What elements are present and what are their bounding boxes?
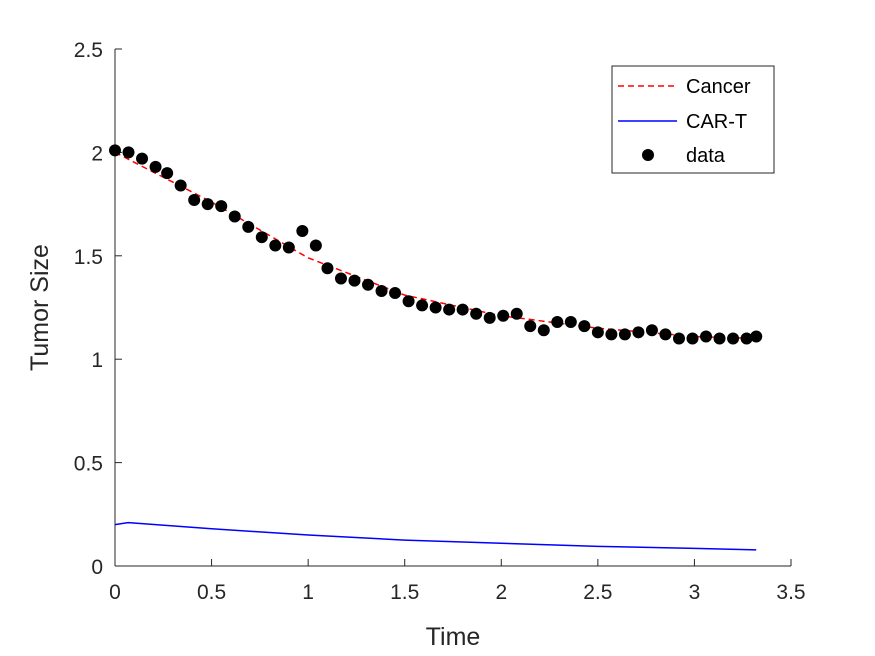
data-point	[524, 320, 537, 333]
data-point	[618, 328, 631, 341]
data-point	[578, 320, 591, 333]
data-point	[591, 326, 604, 339]
x-tick-label: 3	[689, 581, 701, 604]
data-point	[564, 315, 577, 328]
data-point	[282, 241, 295, 254]
data-point	[727, 332, 740, 345]
data-point	[686, 332, 699, 345]
legend-box	[611, 65, 775, 174]
data-point	[700, 330, 713, 343]
data-point	[109, 144, 121, 157]
data-point	[122, 146, 135, 159]
x-tick-label: 0	[109, 581, 121, 604]
data-point	[242, 220, 255, 233]
data-point	[605, 328, 618, 341]
data-point	[645, 324, 658, 337]
legend-swatch-data	[642, 149, 654, 161]
series-line-car-t	[114, 521, 757, 551]
data-point	[443, 303, 456, 316]
x-tick-label: 3.5	[776, 581, 805, 604]
legend-label-cancer: Cancer	[686, 76, 751, 98]
data-point	[510, 307, 523, 320]
data-point	[456, 303, 469, 316]
data-point	[215, 200, 228, 213]
data-point	[321, 262, 334, 275]
x-tick-label: 2.5	[583, 581, 612, 604]
legend: Cancer CAR-T data	[611, 65, 775, 174]
data-point	[269, 239, 282, 252]
tick-labels: 0 0.5 1 1.5 2 2.5 3 3.5 0 0.5 1 1.5 2 2.5	[74, 39, 806, 604]
data-point	[375, 284, 388, 297]
data-point	[429, 301, 442, 314]
data-point	[537, 324, 550, 337]
data-point	[161, 167, 174, 180]
data-point	[255, 231, 268, 244]
x-tick-label: 2	[495, 581, 507, 604]
data-point	[750, 330, 763, 343]
data-point	[201, 198, 214, 211]
data-point	[348, 274, 361, 287]
x-tick-label: 1.5	[390, 581, 419, 604]
data-point	[188, 193, 201, 206]
y-tick-label: 2.5	[74, 39, 103, 62]
data-point	[402, 295, 415, 308]
data-point	[632, 326, 645, 339]
data-point	[672, 332, 685, 345]
y-tick-label: 1.5	[74, 246, 103, 269]
data-point	[483, 311, 496, 324]
data-point	[362, 278, 375, 291]
data-point	[551, 315, 564, 328]
data-point	[713, 332, 726, 345]
axes	[114, 48, 792, 567]
data-point	[228, 210, 241, 223]
y-tick-label: 1	[91, 349, 103, 372]
data-point	[296, 224, 309, 237]
data-point	[470, 307, 483, 320]
y-tick-label: 2	[91, 142, 103, 165]
series-layer	[109, 144, 763, 551]
data-point	[389, 287, 402, 300]
data-point	[309, 239, 322, 252]
data-point	[659, 328, 672, 341]
data-point	[334, 272, 347, 285]
data-point	[174, 179, 187, 192]
data-point	[740, 332, 753, 345]
legend-label-cart: CAR-T	[686, 111, 747, 133]
y-tick-label: 0.5	[74, 453, 103, 476]
x-tick-label: 0.5	[197, 581, 226, 604]
data-point	[416, 299, 429, 312]
y-axis-label: Tumor Size	[26, 244, 54, 371]
y-tick-label: 0	[91, 556, 103, 579]
x-axis-label: Time	[426, 623, 481, 651]
legend-label-data: data	[686, 145, 726, 167]
data-point	[136, 152, 149, 165]
data-point	[149, 160, 162, 173]
x-tick-label: 1	[302, 581, 314, 604]
data-point	[497, 309, 510, 322]
